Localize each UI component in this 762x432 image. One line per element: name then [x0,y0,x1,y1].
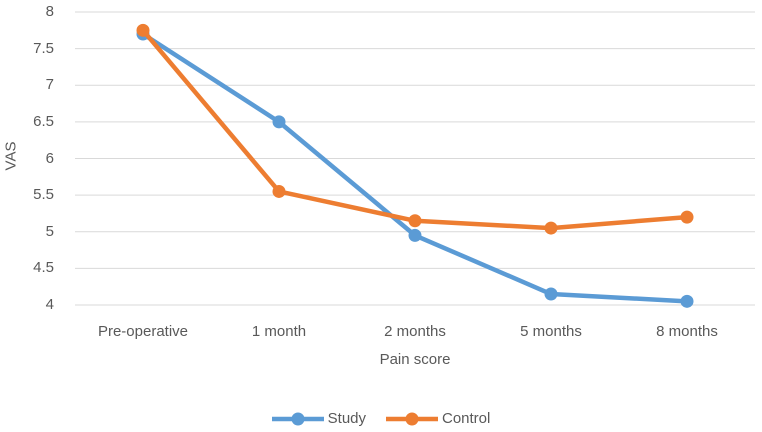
control-data-point-marker [544,221,558,235]
y-tick-label: 7 [45,76,54,94]
control-legend-marker-icon [386,412,438,425]
y-tick-label: 7.5 [33,39,54,57]
legend: Study Control [0,410,762,427]
x-tick-label: 2 months [384,323,446,340]
control-data-point-marker [136,23,150,37]
y-tick-label: 5.5 [33,186,54,204]
y-tick-label: 8 [45,3,54,20]
control-data-point-marker [408,214,422,228]
x-axis-title: Pain score [379,351,451,368]
legend-label: Study [327,410,366,427]
study-legend-marker-icon [271,412,324,425]
legend-item-control: Control [386,410,490,427]
control-data-point-marker [272,184,286,198]
x-tick-label: 8 months [656,323,718,340]
y-tick-label: 4.5 [33,259,54,277]
legend-label: Control [442,410,491,427]
y-tick-label: 5 [45,222,54,240]
study-data-point-marker [544,287,558,301]
x-tick-label: Pre-operative [97,323,189,340]
study-data-point-marker [680,294,694,308]
legend-item-study: Study [271,410,366,427]
control-data-point-marker [680,210,694,224]
x-tick-label: 5 months [520,323,582,340]
study-series-line [140,31,690,304]
y-tick-label: 4 [45,296,54,313]
study-legend-dot [291,412,305,425]
y-tick-label: 6.5 [33,112,54,130]
y-tick-label: 6 [45,149,54,167]
x-tick-label: 1 month [251,323,307,340]
control-legend-dot [405,412,419,425]
control-series-line [140,28,690,231]
study-data-point-marker [408,228,422,242]
study-data-point-marker [272,115,286,129]
